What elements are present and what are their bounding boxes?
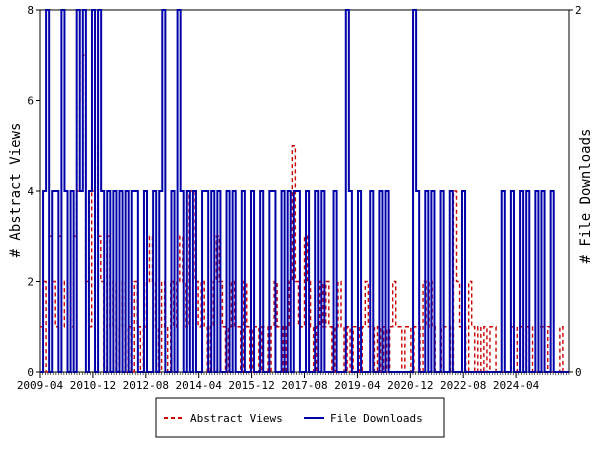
y-left-tick-label-0: 0 [27,366,34,379]
series-group [40,9,569,373]
y-left-tick-label-3: 6 [27,95,34,108]
legend-label-abstract-views: Abstract Views [190,412,283,425]
y-axis-left-title: # Abstract Views [8,123,24,258]
y-right-tick-label-1: 2 [575,4,582,17]
x-tick-label-8: 2022-08 [440,379,486,392]
x-tick-label-4: 2015-12 [228,379,274,392]
x-tick-label-2: 2012-08 [123,379,169,392]
legend-label-file-downloads: File Downloads [330,412,423,425]
x-tick-label-3: 2014-04 [176,379,223,392]
y-right-tick-label-0: 0 [575,366,582,379]
x-tick-label-7: 2020-12 [387,379,433,392]
y-left-tick-label-2: 4 [27,185,34,198]
y-left-tick-label-1: 2 [27,276,34,289]
ticks: 0 2 4 6 8 0 2 2009-04 2010-12 2012-08 2014-04 2015-… [17,4,582,392]
legend: Abstract Views File Downloads [155,397,445,438]
x-tick-label-0: 2009-04 [17,379,64,392]
x-tick-label-6: 2019-04 [334,379,381,392]
x-tick-label-5: 2017-08 [281,379,327,392]
y-axis-right-title: # File Downloads [578,129,594,264]
legend-box [155,397,445,438]
series-line-file-downloads [40,9,569,373]
x-tick-label-9: 2024-04 [493,379,540,392]
x-tick-label-1: 2010-12 [70,379,116,392]
y-left-tick-label-4: 8 [27,4,34,17]
